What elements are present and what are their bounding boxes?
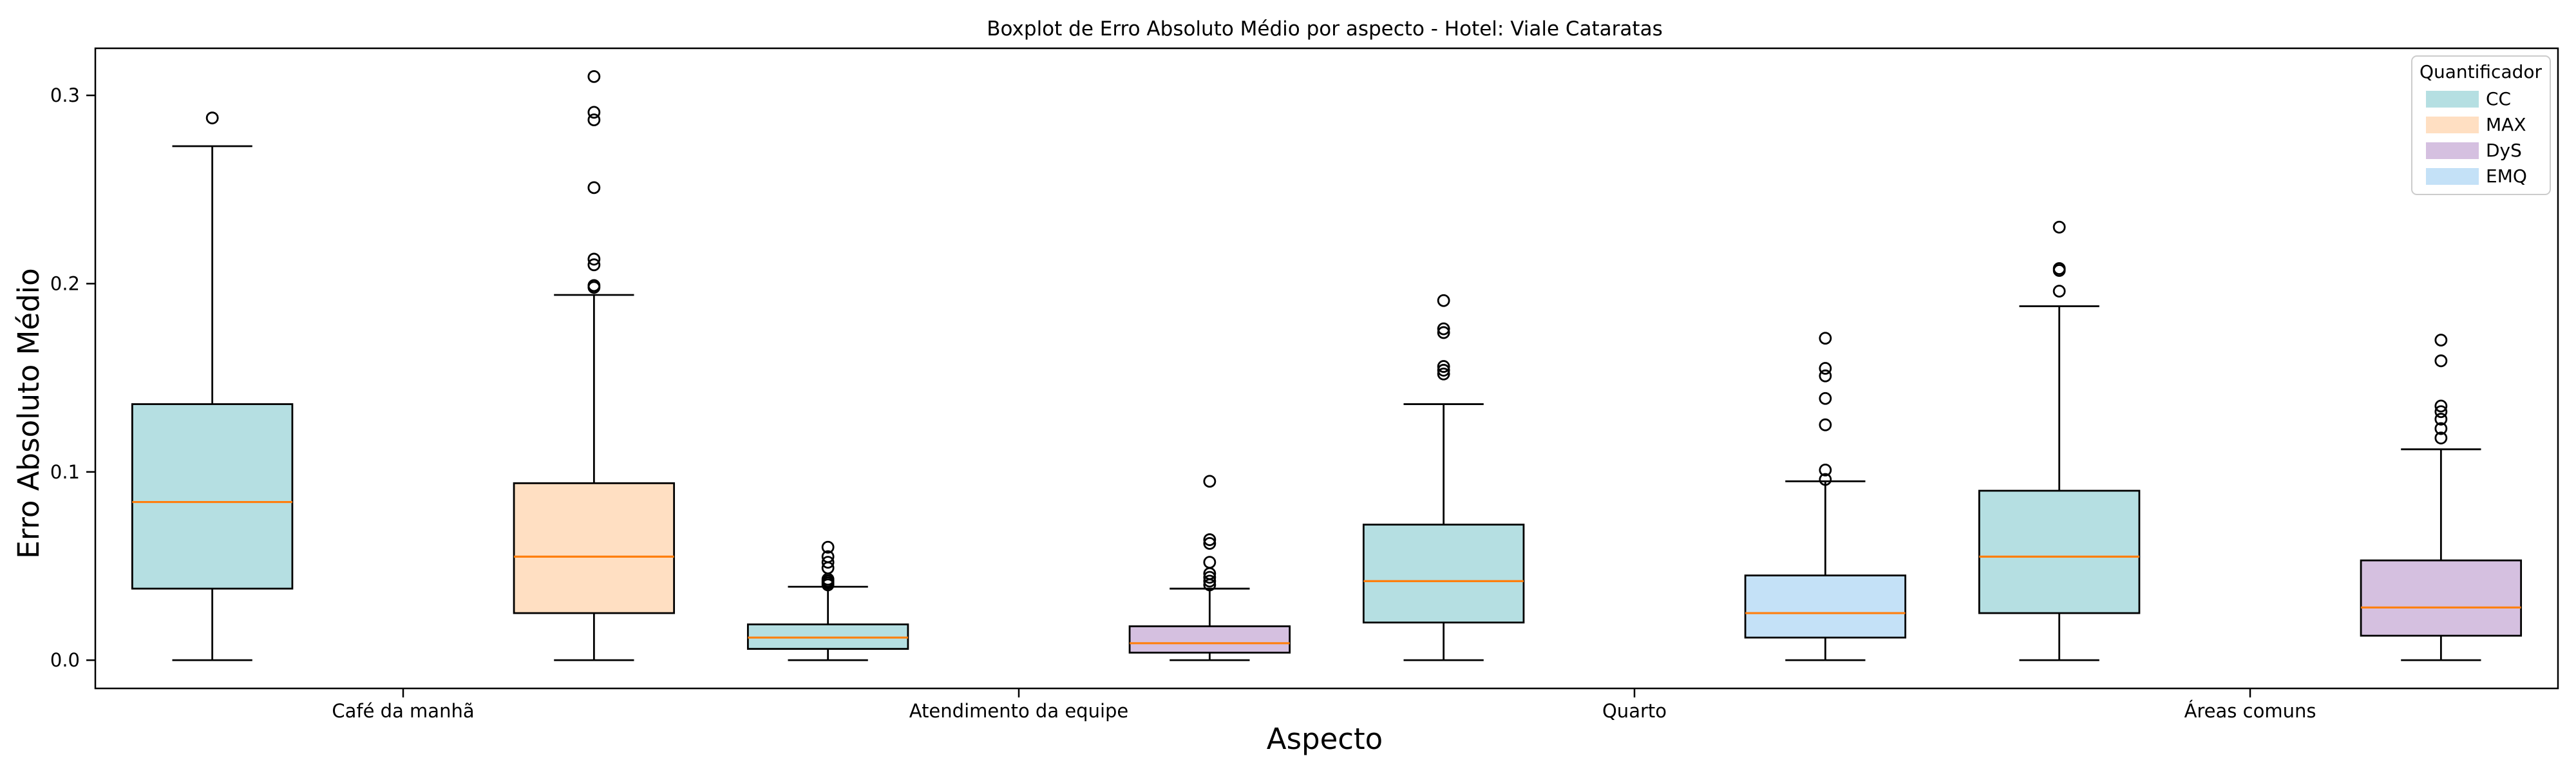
outlier-point — [1203, 533, 1217, 546]
y-tick-label: 0.3 — [50, 84, 80, 106]
box-body — [2360, 559, 2523, 637]
outlier-point — [2052, 285, 2066, 298]
outlier-point — [1437, 360, 1450, 373]
box-series — [131, 70, 2523, 661]
outlier-point — [1819, 463, 1832, 477]
legend-entry-cc: CC — [2426, 88, 2511, 109]
outlier-point — [587, 106, 601, 119]
box-cc-1 — [131, 111, 294, 661]
outlier-point — [587, 252, 601, 266]
outlier-point — [2434, 405, 2448, 419]
box-cc-2 — [746, 540, 909, 661]
plot-frame — [94, 47, 2559, 690]
outlier-point — [1819, 332, 1832, 345]
legend-entry-max: MAX — [2426, 114, 2526, 135]
chart-title: Boxplot de Erro Absoluto Médio por aspec… — [987, 17, 1662, 41]
outlier-point — [1437, 364, 1450, 377]
box-body — [131, 403, 294, 590]
x-axis-label: Aspecto — [1267, 722, 1383, 756]
outlier-point — [587, 279, 601, 292]
outlier-point — [587, 113, 601, 126]
outlier-point — [1203, 536, 1217, 550]
y-axis-label: Erro Absoluto Médio — [12, 268, 46, 558]
outlier-point — [2434, 422, 2448, 435]
outlier-point — [1437, 367, 1450, 381]
box-body — [1128, 625, 1291, 654]
box-body — [1744, 574, 1907, 639]
box-cc-4 — [1978, 220, 2141, 661]
box-cc-3 — [1362, 294, 1525, 661]
outlier-point — [587, 181, 601, 194]
legend-swatch — [2426, 117, 2479, 133]
outlier-point — [821, 540, 835, 554]
outlier-point — [1819, 473, 1832, 486]
legend-title: Quantificador — [2420, 61, 2543, 82]
y-tick-label: 0.0 — [50, 649, 80, 671]
box-max-1 — [513, 70, 676, 661]
outlier-point — [1819, 362, 1832, 375]
legend-swatch — [2426, 168, 2479, 185]
outlier-point — [2434, 413, 2448, 426]
outlier-point — [587, 70, 601, 83]
legend: Quantificador CC MAX DyS EMQ — [2411, 55, 2551, 195]
box-dys-2 — [1128, 475, 1291, 661]
outlier-point — [821, 550, 835, 563]
outlier-point — [1819, 418, 1832, 431]
y-tick-label: 0.2 — [50, 272, 80, 294]
x-tick-label: Quarto — [1602, 700, 1667, 722]
outlier-point — [1437, 326, 1450, 339]
outlier-point — [2052, 262, 2066, 275]
outlier-point — [2434, 431, 2448, 445]
legend-entry-emq: EMQ — [2426, 166, 2527, 187]
outlier-point — [1203, 475, 1217, 488]
box-emq-3 — [1744, 332, 1907, 661]
box-body — [1362, 524, 1525, 624]
legend-frame — [2411, 55, 2551, 195]
legend-label: MAX — [2486, 114, 2526, 135]
y-tick-label: 0.1 — [50, 461, 80, 483]
legend-entries: CC MAX DyS EMQ — [2426, 88, 2527, 187]
x-tick-label: Café da manhã — [332, 700, 474, 722]
outlier-point — [1819, 392, 1832, 405]
outlier-point — [1203, 574, 1217, 588]
legend-swatch — [2426, 91, 2479, 108]
outlier-point — [821, 556, 835, 569]
outlier-point — [1437, 322, 1450, 336]
legend-swatch — [2426, 142, 2479, 159]
y-axis-ticks: 0.0 0.1 0.2 0.3 — [50, 84, 95, 671]
legend-entry-dys: DyS — [2426, 140, 2522, 161]
box-body — [1978, 489, 2141, 614]
outlier-point — [587, 258, 601, 272]
outlier-point — [1203, 556, 1217, 569]
outlier-point — [205, 111, 219, 125]
outlier-point — [2052, 220, 2066, 234]
legend-label: CC — [2486, 88, 2511, 109]
outlier-point — [2434, 399, 2448, 413]
box-body — [513, 482, 676, 614]
legend-label: EMQ — [2486, 166, 2527, 187]
box-dys-4 — [2360, 334, 2523, 661]
outlier-point — [1819, 369, 1832, 383]
legend-label: DyS — [2486, 140, 2522, 161]
outlier-point — [2434, 334, 2448, 347]
outlier-point — [1437, 294, 1450, 307]
outlier-point — [1203, 571, 1217, 584]
x-axis-ticks: Café da manhã Atendimento da equipe Quarto… — [332, 688, 2316, 722]
x-tick-label: Áreas comuns — [2184, 700, 2316, 722]
outlier-point — [2434, 354, 2448, 368]
x-tick-label: Atendimento da equipe — [909, 700, 1129, 722]
